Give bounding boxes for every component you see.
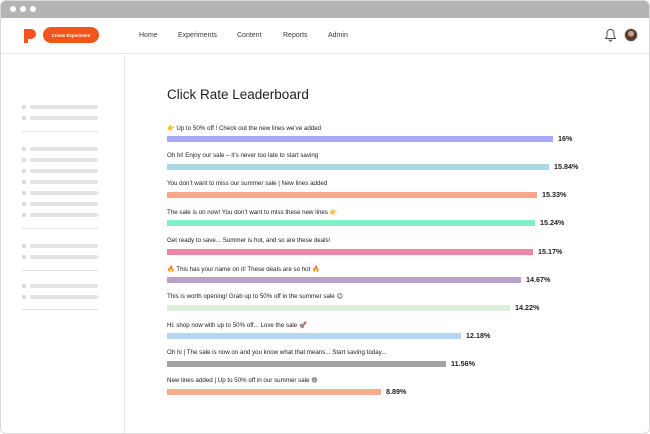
leaderboard-value: 14.22%	[515, 303, 540, 312]
leaderboard-label: Hi: shop now with up to 50% off... Love …	[167, 322, 307, 329]
sidebar-item[interactable]	[22, 284, 98, 288]
leaderboard-bar	[167, 361, 446, 367]
leaderboard-value: 12.18%	[466, 331, 491, 340]
leaderboard-label: Get ready to save... Summer is hot, and …	[167, 237, 331, 244]
brand-logo-icon[interactable]	[21, 28, 37, 44]
sidebar-item[interactable]	[22, 180, 98, 184]
nav-admin[interactable]: Admin	[328, 32, 348, 39]
leaderboard-bar	[167, 305, 510, 311]
leaderboard-bar	[167, 136, 553, 142]
nav-home[interactable]: Home	[139, 32, 158, 39]
window-titlebar	[1, 1, 649, 18]
leaderboard-label: 🔥 This has your name on it! These deals …	[167, 266, 320, 273]
leaderboard-bar	[167, 389, 381, 395]
leaderboard-value: 15.17%	[538, 247, 563, 256]
leaderboard-row: New lines added | Up to 50% off in our s…	[167, 377, 587, 397]
bell-icon[interactable]	[604, 28, 617, 42]
leaderboard-bar	[167, 192, 537, 198]
leaderboard-label: You don’t want to miss our summer sale |…	[167, 180, 328, 187]
leaderboard-row: Oh hi! Enjoy our sale – it’s never too l…	[167, 152, 587, 172]
avatar[interactable]	[624, 28, 638, 42]
leaderboard-label: This is worth opening! Grab up to 50% of…	[167, 293, 343, 300]
window-dot[interactable]	[20, 6, 26, 12]
nav-experiments[interactable]: Experiments	[178, 32, 217, 39]
sidebar-item[interactable]	[22, 105, 98, 109]
leaderboard-value: 16%	[558, 134, 573, 143]
nav-reports[interactable]: Reports	[283, 32, 308, 39]
window-dot[interactable]	[30, 6, 36, 12]
page-title: Click Rate Leaderboard	[167, 87, 309, 102]
sidebar-divider	[22, 131, 98, 132]
leaderboard-row: Oh hi | The sale is now on and you know …	[167, 349, 587, 369]
leaderboard-value: 15.24%	[540, 218, 565, 227]
sidebar-item[interactable]	[22, 158, 98, 162]
sidebar-item[interactable]	[22, 295, 98, 299]
sidebar-item[interactable]	[22, 202, 98, 206]
leaderboard-value: 11.56%	[451, 359, 475, 368]
sidebar-item[interactable]	[22, 191, 98, 195]
leaderboard-row: Get ready to save... Summer is hot, and …	[167, 237, 587, 257]
leaderboard-bar	[167, 220, 535, 226]
sidebar-divider	[22, 270, 98, 271]
leaderboard-bar	[167, 164, 549, 170]
sidebar-item[interactable]	[22, 116, 98, 120]
leaderboard-bar	[167, 333, 461, 339]
sidebar-divider	[22, 309, 98, 310]
nav-content[interactable]: Content	[237, 32, 262, 39]
sidebar-divider	[22, 228, 98, 229]
leaderboard-value: 15.33%	[542, 190, 567, 199]
leaderboard-row: 👉 Up to 50% off ! Check out the new line…	[167, 124, 587, 144]
leaderboard-label: 👉 Up to 50% off ! Check out the new line…	[167, 125, 322, 132]
sidebar-item[interactable]	[22, 147, 98, 151]
create-experiment-button[interactable]: Create Experiment	[43, 27, 99, 43]
sidebar-item[interactable]	[22, 213, 98, 217]
leaderboard-label: Oh hi! Enjoy our sale – it’s never too l…	[167, 152, 319, 159]
leaderboard-row: This is worth opening! Grab up to 50% of…	[167, 293, 587, 313]
leaderboard-value: 8.89%	[386, 387, 407, 396]
leaderboard-label: Oh hi | The sale is now on and you know …	[167, 349, 387, 356]
leaderboard-bar	[167, 249, 533, 255]
sidebar-item[interactable]	[22, 244, 98, 248]
window-dot[interactable]	[10, 6, 16, 12]
sidebar-item[interactable]	[22, 255, 98, 259]
top-navigation: Create Experiment Home Experiments Conte…	[1, 18, 649, 54]
leaderboard-row: You don’t want to miss our summer sale |…	[167, 180, 587, 200]
leaderboard-value: 14.67%	[526, 275, 551, 284]
leaderboard-label: The sale is on now! You don’t want to mi…	[167, 209, 338, 216]
leaderboard-label: New lines added | Up to 50% off in our s…	[167, 377, 318, 384]
leaderboard-value: 15.84%	[554, 162, 579, 171]
leaderboard-row: Hi: shop now with up to 50% off... Love …	[167, 321, 587, 341]
leaderboard-bar	[167, 277, 521, 283]
sidebar	[1, 55, 125, 433]
sidebar-item[interactable]	[22, 169, 98, 173]
leaderboard-row: 🔥 This has your name on it! These deals …	[167, 265, 587, 285]
leaderboard-row: The sale is on now! You don’t want to mi…	[167, 208, 587, 228]
